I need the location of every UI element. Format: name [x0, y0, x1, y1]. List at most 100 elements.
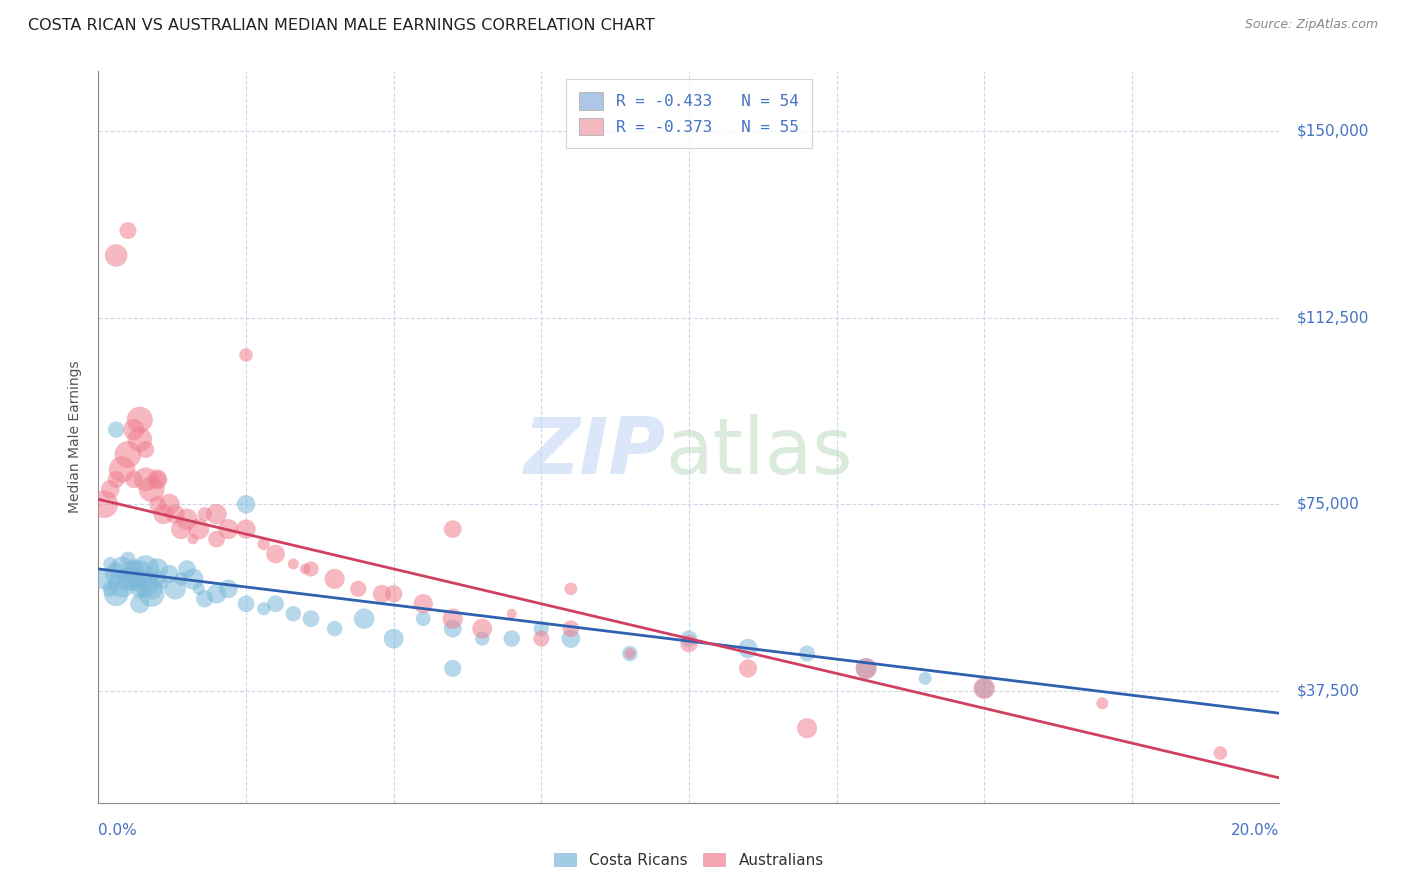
Point: [205, 532, 228, 546]
Point: [560, 582, 582, 596]
Text: $150,000: $150,000: [1298, 124, 1369, 138]
Point: [205, 507, 228, 521]
Point: [105, 587, 128, 601]
Point: [323, 572, 346, 586]
Point: [253, 601, 276, 615]
Text: $75,000: $75,000: [1298, 497, 1360, 512]
Point: [165, 582, 187, 596]
Point: [152, 507, 174, 521]
Point: [1091, 696, 1114, 710]
Point: [441, 661, 464, 675]
Point: [117, 552, 139, 566]
Point: [217, 522, 239, 536]
Point: [128, 433, 150, 447]
Point: [135, 442, 157, 457]
Point: [382, 587, 405, 601]
Point: [141, 582, 163, 596]
Text: COSTA RICAN VS AUSTRALIAN MEDIAN MALE EARNINGS CORRELATION CHART: COSTA RICAN VS AUSTRALIAN MEDIAN MALE EA…: [28, 18, 655, 33]
Point: [299, 612, 322, 626]
Point: [111, 562, 134, 576]
Point: [235, 522, 257, 536]
Point: [855, 661, 877, 675]
Point: [117, 448, 139, 462]
Point: [181, 572, 204, 586]
Point: [253, 537, 276, 551]
Point: [1209, 746, 1232, 760]
Point: [235, 497, 257, 511]
Point: [122, 572, 145, 586]
Point: [170, 572, 193, 586]
Point: [560, 622, 582, 636]
Point: [117, 224, 139, 238]
Point: [194, 591, 217, 606]
Point: [117, 572, 139, 586]
Point: [146, 497, 169, 511]
Point: [412, 612, 434, 626]
Point: [678, 632, 700, 646]
Text: atlas: atlas: [665, 414, 853, 490]
Point: [441, 522, 464, 536]
Point: [135, 562, 157, 576]
Point: [217, 582, 239, 596]
Point: [122, 562, 145, 576]
Point: [105, 423, 128, 437]
Point: [737, 661, 759, 675]
Point: [187, 582, 209, 596]
Point: [146, 572, 169, 586]
Point: [141, 483, 163, 497]
Point: [796, 721, 818, 735]
Point: [141, 587, 163, 601]
Point: [122, 472, 145, 486]
Point: [619, 647, 641, 661]
Point: [105, 472, 128, 486]
Point: [128, 412, 150, 426]
Point: [441, 612, 464, 626]
Point: [441, 622, 464, 636]
Point: [353, 612, 375, 626]
Point: [128, 566, 150, 581]
Point: [98, 483, 121, 497]
Point: [176, 562, 198, 576]
Point: [146, 562, 169, 576]
Point: [914, 672, 936, 686]
Point: [122, 423, 145, 437]
Point: [264, 597, 287, 611]
Point: [146, 472, 169, 486]
Legend: Costa Ricans, Australians: Costa Ricans, Australians: [547, 846, 831, 876]
Y-axis label: Median Male Earnings: Median Male Earnings: [69, 360, 83, 514]
Point: [382, 632, 405, 646]
Text: ZIP: ZIP: [523, 414, 665, 490]
Point: [299, 562, 322, 576]
Point: [98, 582, 121, 596]
Point: [165, 507, 187, 521]
Point: [283, 607, 305, 621]
Point: [194, 507, 217, 521]
Point: [135, 577, 157, 591]
Point: [111, 577, 134, 591]
Point: [128, 582, 150, 596]
Point: [187, 522, 209, 536]
Point: [560, 632, 582, 646]
Point: [111, 462, 134, 476]
Point: [264, 547, 287, 561]
Point: [619, 647, 641, 661]
Point: [973, 681, 995, 696]
Point: [135, 472, 157, 486]
Point: [973, 681, 995, 696]
Point: [530, 632, 553, 646]
Text: $112,500: $112,500: [1298, 310, 1369, 326]
Point: [678, 636, 700, 650]
Point: [235, 348, 257, 362]
Text: 0.0%: 0.0%: [98, 822, 138, 838]
Point: [294, 562, 316, 576]
Point: [347, 582, 370, 596]
Point: [152, 577, 174, 591]
Point: [105, 248, 128, 262]
Point: [146, 472, 169, 486]
Point: [471, 632, 494, 646]
Text: 20.0%: 20.0%: [1232, 822, 1279, 838]
Point: [501, 607, 523, 621]
Point: [855, 661, 877, 675]
Point: [176, 512, 198, 526]
Point: [93, 572, 115, 586]
